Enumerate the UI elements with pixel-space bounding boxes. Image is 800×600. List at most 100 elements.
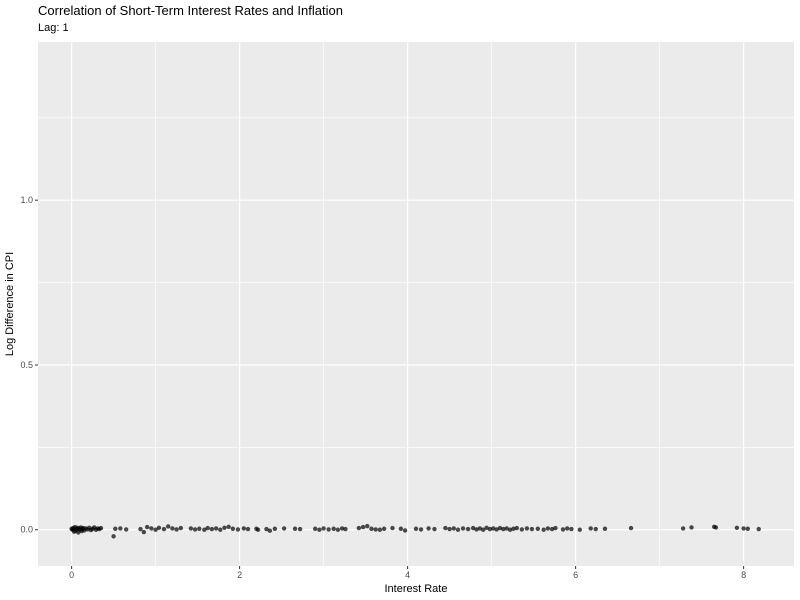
data-point: [455, 527, 461, 532]
data-point: [174, 527, 179, 532]
x-axis: 0 2 4 6 8: [69, 566, 746, 580]
data-point: [507, 527, 513, 532]
data-point: [474, 527, 479, 532]
y-axis: 0.0 0.5 1.0: [20, 195, 38, 535]
data-point: [501, 526, 506, 532]
data-point: [545, 526, 551, 531]
data-point: [166, 524, 171, 529]
data-point: [321, 526, 326, 531]
data-point: [689, 525, 694, 530]
data-point: [138, 526, 143, 532]
data-point: [317, 527, 322, 532]
data-point: [569, 526, 574, 532]
data-point: [549, 526, 555, 532]
plot-panel: [38, 42, 794, 566]
data-point: [343, 526, 348, 532]
data-point: [339, 526, 345, 531]
data-point: [226, 524, 231, 529]
y-axis-title: Log Difference in CPI: [4, 252, 16, 356]
data-point: [390, 525, 395, 531]
data-point: [398, 526, 404, 531]
data-point: [369, 526, 374, 531]
data-point: [756, 526, 761, 532]
data-point: [235, 527, 241, 532]
x-axis-title: Interest Rate: [385, 583, 448, 595]
data-point: [535, 526, 540, 531]
data-point: [170, 526, 175, 531]
data-point: [118, 526, 123, 531]
data-point: [331, 526, 336, 531]
x-tick-label: 4: [405, 570, 410, 580]
data-point: [202, 527, 207, 532]
data-point: [178, 525, 183, 531]
data-point: [418, 527, 424, 532]
data-point: [292, 526, 298, 531]
data-point: [297, 526, 303, 532]
data-point: [432, 526, 437, 532]
data-points: [69, 523, 761, 539]
data-point: [141, 529, 147, 535]
data-point: [494, 527, 499, 532]
data-point: [628, 525, 634, 531]
data-point: [460, 526, 466, 531]
data-point: [255, 527, 261, 532]
x-tick-label: 0: [69, 570, 74, 580]
data-point: [356, 525, 362, 531]
data-point: [197, 526, 202, 531]
data-point: [218, 527, 223, 532]
x-tick-label: 6: [573, 570, 578, 580]
data-point: [680, 526, 686, 531]
data-point: [241, 526, 246, 531]
data-point: [381, 526, 387, 531]
data-point: [560, 527, 566, 532]
data-point: [491, 526, 496, 531]
data-point: [222, 525, 227, 530]
data-point: [519, 527, 525, 532]
minor-gridlines: [38, 42, 794, 566]
data-point: [426, 526, 431, 531]
data-point: [524, 526, 530, 531]
data-point: [553, 525, 558, 531]
data-point: [577, 527, 582, 532]
data-point: [377, 527, 383, 532]
data-point: [593, 526, 598, 532]
data-point: [192, 527, 198, 532]
data-point: [541, 527, 546, 532]
data-point: [497, 525, 503, 531]
data-point: [602, 526, 608, 531]
data-point: [149, 526, 154, 531]
data-point: [745, 526, 750, 531]
data-point: [514, 525, 519, 531]
data-point: [153, 527, 158, 532]
data-point: [511, 526, 516, 531]
data-point: [484, 525, 489, 530]
data-point: [245, 526, 251, 532]
data-point: [326, 527, 331, 532]
y-tick-label: 1.0: [20, 195, 33, 205]
data-point: [451, 526, 456, 531]
data-point: [145, 524, 150, 530]
data-point: [156, 525, 162, 530]
major-gridlines: [38, 42, 794, 566]
chart-title: Correlation of Short-Term Interest Rates…: [38, 3, 343, 18]
data-point: [402, 528, 408, 533]
data-point: [734, 525, 740, 530]
data-point: [124, 527, 129, 532]
data-point: [588, 526, 593, 531]
y-tick-label: 0.0: [20, 525, 33, 535]
data-point: [365, 523, 370, 529]
data-point: [313, 526, 318, 531]
data-point: [98, 525, 104, 531]
data-point: [213, 526, 219, 531]
data-point: [360, 524, 366, 530]
data-point: [205, 525, 210, 531]
data-point: [470, 525, 476, 531]
data-point: [504, 526, 509, 531]
data-point: [565, 526, 570, 531]
data-point: [111, 534, 116, 539]
data-point: [487, 526, 493, 532]
data-point: [272, 526, 278, 531]
x-tick-label: 2: [237, 570, 242, 580]
data-point: [447, 526, 452, 532]
data-point: [413, 526, 419, 531]
